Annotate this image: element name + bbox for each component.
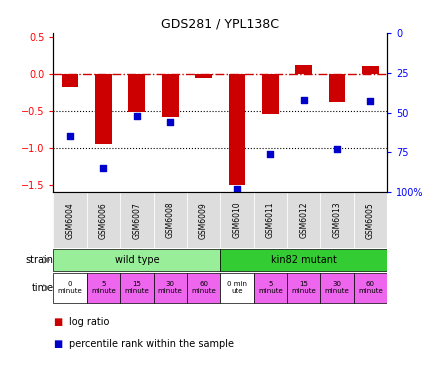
Point bbox=[300, 97, 307, 103]
Bar bbox=[87, 192, 120, 248]
Text: GSM6004: GSM6004 bbox=[65, 202, 75, 239]
Bar bbox=[220, 273, 254, 303]
Text: GSM6011: GSM6011 bbox=[266, 202, 275, 238]
Text: GSM6006: GSM6006 bbox=[99, 202, 108, 239]
Bar bbox=[87, 273, 120, 303]
Bar bbox=[320, 273, 354, 303]
Point bbox=[67, 134, 74, 139]
Text: kin82 mutant: kin82 mutant bbox=[271, 255, 337, 265]
Bar bbox=[220, 192, 254, 248]
Bar bbox=[120, 192, 154, 248]
Point bbox=[334, 146, 341, 152]
Bar bbox=[120, 273, 154, 303]
Bar bbox=[329, 74, 345, 102]
Text: 30
minute: 30 minute bbox=[158, 281, 182, 294]
Bar bbox=[287, 192, 320, 248]
Text: GSM6013: GSM6013 bbox=[332, 202, 342, 239]
Bar bbox=[229, 74, 245, 185]
Bar bbox=[287, 273, 320, 303]
Point bbox=[367, 98, 374, 104]
Text: 60
minute: 60 minute bbox=[191, 281, 216, 294]
Bar bbox=[187, 273, 220, 303]
Bar bbox=[354, 273, 387, 303]
Text: 60
minute: 60 minute bbox=[358, 281, 383, 294]
Bar bbox=[220, 249, 387, 271]
Bar bbox=[154, 273, 187, 303]
Point bbox=[234, 186, 241, 192]
Bar bbox=[354, 192, 387, 248]
Text: GSM6005: GSM6005 bbox=[366, 202, 375, 239]
Bar bbox=[362, 66, 379, 74]
Text: 30
minute: 30 minute bbox=[325, 281, 349, 294]
Text: 5
minute: 5 minute bbox=[91, 281, 116, 294]
Text: 0 min
ute: 0 min ute bbox=[227, 281, 247, 294]
Bar bbox=[154, 192, 187, 248]
Point bbox=[100, 165, 107, 171]
Text: 5
minute: 5 minute bbox=[258, 281, 283, 294]
Bar bbox=[53, 249, 220, 271]
Text: 0
minute: 0 minute bbox=[58, 281, 82, 294]
Text: ■: ■ bbox=[53, 317, 63, 326]
Text: GSM6007: GSM6007 bbox=[132, 202, 142, 239]
Text: ■: ■ bbox=[53, 339, 63, 348]
Bar bbox=[254, 192, 287, 248]
Bar bbox=[320, 192, 354, 248]
Bar bbox=[95, 74, 112, 144]
Text: GSM6009: GSM6009 bbox=[199, 202, 208, 239]
Bar bbox=[195, 74, 212, 78]
Text: 15
minute: 15 minute bbox=[291, 281, 316, 294]
Title: GDS281 / YPL138C: GDS281 / YPL138C bbox=[161, 17, 279, 30]
Text: GSM6010: GSM6010 bbox=[232, 202, 242, 239]
Point bbox=[134, 113, 141, 119]
Text: log ratio: log ratio bbox=[69, 317, 109, 326]
Bar bbox=[129, 74, 145, 112]
Point bbox=[267, 151, 274, 157]
Point bbox=[167, 119, 174, 125]
Bar bbox=[187, 192, 220, 248]
Bar bbox=[62, 74, 78, 87]
Text: GSM6012: GSM6012 bbox=[299, 202, 308, 238]
Bar bbox=[295, 65, 312, 74]
Text: strain: strain bbox=[25, 255, 53, 265]
Bar bbox=[162, 74, 178, 117]
Bar bbox=[53, 192, 87, 248]
Bar bbox=[254, 273, 287, 303]
Text: GSM6008: GSM6008 bbox=[166, 202, 175, 239]
Text: wild type: wild type bbox=[114, 255, 159, 265]
Text: time: time bbox=[31, 283, 53, 293]
Bar bbox=[53, 273, 87, 303]
Text: percentile rank within the sample: percentile rank within the sample bbox=[69, 339, 234, 348]
Bar bbox=[262, 74, 279, 115]
Text: 15
minute: 15 minute bbox=[125, 281, 149, 294]
